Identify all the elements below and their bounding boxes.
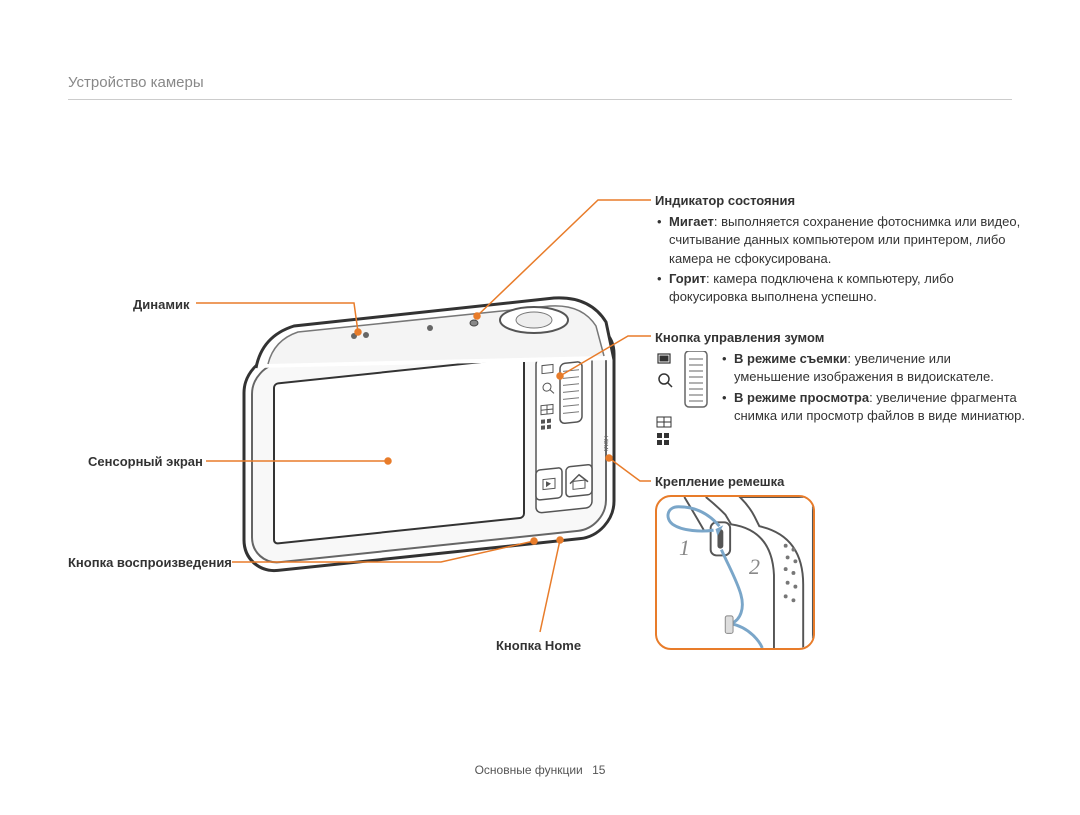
status-item-1-lead: Мигает <box>669 214 714 229</box>
zoom-item-2-lead: В режиме просмотра <box>734 390 869 405</box>
callout-zoom: Кнопка управления зумом В режиме съемки:… <box>720 329 1030 427</box>
camera-illustration: HDMI <box>234 290 634 600</box>
zoom-icons-column <box>655 351 715 456</box>
footer-text: Основные функции <box>475 763 583 777</box>
zoom-item-1: В режиме съемки: увеличение или уменьшен… <box>720 350 1030 386</box>
label-home-button: Кнопка Home <box>496 637 581 655</box>
status-item-2-text: : камера подключена к компьютеру, либо ф… <box>669 271 954 304</box>
strap-step-2: 2 <box>749 552 760 583</box>
callout-strap: Крепление ремешка <box>655 473 1025 494</box>
page-number: 15 <box>592 763 605 777</box>
status-heading: Индикатор состояния <box>655 192 1025 210</box>
label-playback-button: Кнопка воспроизведения <box>68 554 232 572</box>
page-footer: Основные функции 15 <box>0 762 1080 779</box>
zoom-heading: Кнопка управления зумом <box>655 329 1030 347</box>
callout-status: Индикатор состояния Мигает: выполняется … <box>655 192 1025 308</box>
status-item-1: Мигает: выполняется сохранение фотоснимк… <box>655 213 1025 268</box>
zoom-item-2: В режиме просмотра: увеличение фрагмента… <box>720 389 1030 425</box>
status-item-2-lead: Горит <box>669 271 706 286</box>
zoom-item-1-lead: В режиме съемки <box>734 351 847 366</box>
label-speaker: Динамик <box>133 296 189 314</box>
status-item-1-text: : выполняется сохранение фотоснимка или … <box>669 214 1020 265</box>
strap-inset: 1 2 <box>655 495 815 650</box>
strap-step-1: 1 <box>679 533 690 564</box>
svg-text:HDMI: HDMI <box>602 436 608 452</box>
label-touchscreen: Сенсорный экран <box>88 453 203 471</box>
page-title: Устройство камеры <box>68 72 1012 100</box>
status-item-2: Горит: камера подключена к компьютеру, л… <box>655 270 1025 306</box>
strap-heading: Крепление ремешка <box>655 473 1025 491</box>
